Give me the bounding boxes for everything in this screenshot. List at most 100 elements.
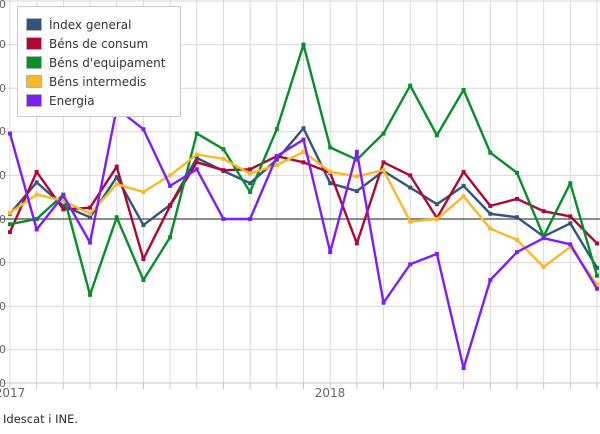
data-point-marker: [488, 226, 493, 231]
data-point-marker: [354, 157, 359, 162]
x-axis-label-2017: 2017: [0, 386, 26, 400]
y-axis-tick-label: 0: [0, 0, 6, 11]
y-axis-tick-label: 0: [0, 125, 6, 139]
data-point-marker: [248, 181, 253, 186]
data-point-marker: [301, 42, 306, 47]
series-color-swatch-icon: [26, 75, 42, 88]
data-point-marker: [434, 217, 439, 221]
data-point-marker: [461, 366, 466, 371]
legend-item-energia[interactable]: Energia: [26, 91, 166, 110]
data-point-marker: [488, 278, 493, 283]
data-point-marker: [568, 242, 573, 247]
data-point-marker: [354, 149, 359, 154]
data-point-marker: [301, 126, 306, 131]
data-point-marker: [88, 215, 93, 220]
data-point-marker: [248, 217, 253, 221]
data-point-marker: [328, 181, 333, 186]
data-point-marker: [168, 183, 173, 188]
data-point-marker: [328, 250, 333, 255]
data-point-marker: [381, 131, 386, 136]
data-point-marker: [88, 292, 93, 297]
data-point-marker: [514, 196, 519, 201]
data-point-marker: [34, 192, 39, 197]
data-point-marker: [354, 189, 359, 194]
data-point-marker: [194, 160, 199, 165]
data-point-marker: [141, 223, 146, 228]
data-point-marker: [168, 173, 173, 178]
series-color-swatch-icon: [26, 18, 42, 31]
data-point-marker: [194, 152, 199, 157]
y-axis-tick-label: 0: [0, 376, 6, 390]
legend-label: Índex general: [49, 17, 132, 32]
data-point-marker: [595, 241, 600, 246]
data-point-marker: [434, 202, 439, 207]
data-point-marker: [141, 189, 146, 194]
data-point-marker: [248, 171, 253, 176]
data-point-marker: [221, 217, 226, 221]
data-point-marker: [514, 237, 519, 242]
legend-item-index-general[interactable]: Índex general: [26, 15, 166, 34]
data-point-marker: [114, 175, 119, 180]
legend: Índex general Béns de consum Béns d'equi…: [17, 6, 181, 117]
data-point-marker: [488, 211, 493, 216]
data-point-marker: [141, 127, 146, 132]
data-point-marker: [61, 198, 66, 203]
data-point-marker: [301, 160, 306, 165]
data-point-marker: [595, 282, 600, 287]
data-point-marker: [274, 157, 279, 162]
data-point-marker: [541, 264, 546, 269]
legend-item-bens-dequipament[interactable]: Béns d'equipament: [26, 53, 166, 72]
data-point-marker: [168, 203, 173, 208]
data-point-marker: [34, 169, 39, 174]
data-point-marker: [194, 155, 199, 160]
data-point-marker: [221, 168, 226, 173]
y-axis-tick-label: 0: [0, 38, 6, 52]
data-point-marker: [354, 174, 359, 179]
data-point-marker: [194, 131, 199, 136]
data-point-marker: [114, 182, 119, 187]
data-point-marker: [381, 168, 386, 173]
source-note: Idescat i INE.: [3, 412, 79, 426]
data-point-marker: [568, 244, 573, 249]
data-point-marker: [568, 214, 573, 219]
series-color-swatch-icon: [26, 37, 42, 50]
data-point-marker: [8, 131, 12, 136]
data-point-marker: [434, 251, 439, 256]
y-axis-tick-label: 0: [0, 81, 6, 95]
legend-item-bens-de-consum[interactable]: Béns de consum: [26, 34, 166, 53]
data-point-marker: [595, 286, 600, 291]
data-point-marker: [248, 167, 253, 172]
data-point-marker: [8, 210, 12, 215]
legend-label: Béns d'equipament: [49, 55, 166, 70]
data-point-marker: [541, 236, 546, 241]
data-point-marker: [514, 170, 519, 175]
legend-item-bens-intermedis[interactable]: Béns intermedis: [26, 72, 166, 91]
data-point-marker: [221, 156, 226, 161]
data-point-marker: [168, 235, 173, 240]
data-point-marker: [61, 203, 66, 208]
legend-label: Energia: [49, 93, 95, 108]
data-point-marker: [461, 87, 466, 92]
data-point-marker: [8, 230, 12, 235]
data-point-marker: [514, 215, 519, 220]
data-point-marker: [408, 185, 413, 190]
data-point-marker: [248, 189, 253, 194]
y-axis-tick-label: 0: [0, 168, 6, 182]
series-color-swatch-icon: [26, 56, 42, 69]
data-point-marker: [114, 215, 119, 220]
series-color-swatch-icon: [26, 94, 42, 107]
data-point-marker: [408, 262, 413, 267]
y-axis-tick-label: 0: [0, 299, 6, 313]
data-point-marker: [274, 154, 279, 159]
data-point-marker: [34, 180, 39, 185]
data-point-marker: [461, 183, 466, 188]
data-point-marker: [381, 160, 386, 165]
data-point-marker: [88, 211, 93, 216]
data-point-marker: [381, 300, 386, 305]
x-axis-label-2018: 2018: [314, 386, 346, 400]
data-point-marker: [141, 278, 146, 283]
data-point-marker: [141, 257, 146, 262]
data-point-marker: [461, 169, 466, 174]
data-point-marker: [595, 273, 600, 278]
